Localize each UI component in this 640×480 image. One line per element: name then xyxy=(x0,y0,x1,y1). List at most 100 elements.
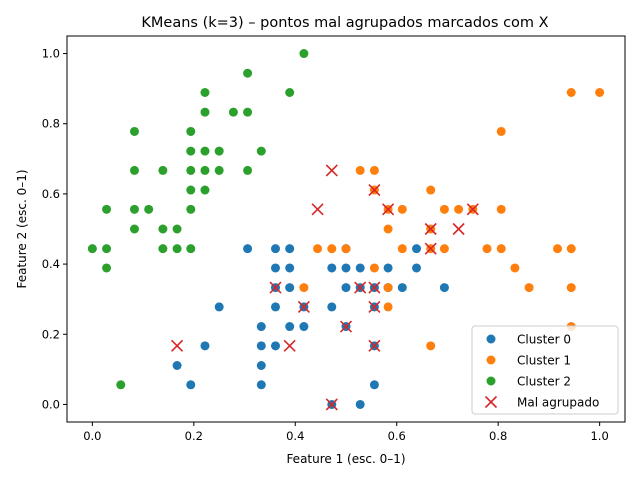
cluster-1-point xyxy=(439,204,449,214)
cluster-0-point xyxy=(270,263,280,273)
cluster-1-point xyxy=(439,244,449,254)
cluster-2-point xyxy=(186,165,196,175)
cluster-0-point xyxy=(397,283,407,293)
misclustered-point xyxy=(283,339,296,352)
cluster-2-point xyxy=(186,244,196,254)
legend-box xyxy=(471,325,619,415)
cluster-1-point xyxy=(426,341,436,351)
y-axis-label: Feature 2 (esc. 0–1) xyxy=(15,169,29,288)
misclustered-point xyxy=(325,164,338,177)
misclustered-point xyxy=(424,222,437,236)
cluster-0-point xyxy=(299,322,309,332)
cluster-1-point xyxy=(397,204,407,214)
axis-ticks: 0.0 0.2 0.4 0.6 0.8 1.0 0.0 0.2 0.4 0.6 0.8 1.0 xyxy=(42,47,609,443)
cluster-2-point xyxy=(186,146,196,156)
cluster-2-point xyxy=(299,49,309,59)
plot-area-frame xyxy=(66,35,626,423)
cluster-1-point xyxy=(482,244,492,254)
cluster-1-point xyxy=(383,283,393,293)
cluster-0-point xyxy=(327,263,337,273)
cluster-2-point xyxy=(158,244,168,254)
cluster-2-point xyxy=(158,224,168,234)
series-cluster-1 xyxy=(299,87,605,351)
series-cluster-2 xyxy=(87,49,309,390)
cluster-0-point xyxy=(200,341,210,351)
cluster-2-point xyxy=(256,146,266,156)
cluster-2-point xyxy=(200,185,210,195)
cluster-2-point xyxy=(172,244,182,254)
cluster-0-point xyxy=(256,361,266,371)
cluster-0-point xyxy=(369,380,379,390)
cluster-0-point xyxy=(214,302,224,312)
legend-label: Cluster 0 xyxy=(517,333,571,347)
cluster-0-point xyxy=(439,283,449,293)
misclustered-point xyxy=(269,281,282,294)
cluster-1-point xyxy=(369,263,379,273)
data-points xyxy=(87,49,605,411)
misclustered-point xyxy=(325,398,338,411)
cluster-0-point xyxy=(243,244,253,254)
cluster-2-point xyxy=(214,146,224,156)
cluster-2-point xyxy=(285,87,295,97)
y-tick-label: 0.6 xyxy=(42,187,60,201)
y-tick-label: 0.4 xyxy=(42,257,60,271)
cluster-0-point xyxy=(412,263,422,273)
x-tick-label: 1.0 xyxy=(590,429,608,443)
cluster-0-point xyxy=(186,380,196,390)
cluster-0-point xyxy=(383,263,393,273)
misclustered-point xyxy=(424,242,437,255)
y-tick-label: 0.8 xyxy=(42,117,60,131)
cluster-1-point xyxy=(327,244,337,254)
misclustered-point xyxy=(466,203,479,216)
cluster-2-point xyxy=(87,244,97,254)
misclustered-point xyxy=(171,339,184,352)
cluster-2-point xyxy=(243,68,253,78)
legend-label: Cluster 1 xyxy=(517,354,571,368)
cluster-1-point xyxy=(383,224,393,234)
x-tick-label: 0.0 xyxy=(83,429,101,443)
cluster-0-point xyxy=(341,283,351,293)
cluster-0-point xyxy=(355,263,365,273)
misclustered-point xyxy=(311,203,324,216)
chart-title: KMeans (k=3) – pontos mal agrupados marc… xyxy=(141,15,548,31)
cluster-1-point xyxy=(595,87,605,97)
cluster-0-point xyxy=(256,380,266,390)
cluster-1-point xyxy=(496,244,506,254)
cluster-0-point xyxy=(327,302,337,312)
series-mal-agrupado xyxy=(171,164,479,411)
legend-label: Cluster 2 xyxy=(517,375,571,389)
x-tick-label: 0.2 xyxy=(185,429,203,443)
misclustered-point xyxy=(382,203,395,216)
cluster-2-point xyxy=(172,224,182,234)
x-tick-label: 0.8 xyxy=(489,429,507,443)
cluster-0-point xyxy=(285,263,295,273)
cluster-1-point xyxy=(496,204,506,214)
cluster-2-point xyxy=(214,165,224,175)
cluster-2-point xyxy=(200,146,210,156)
misclustered-point xyxy=(368,183,381,197)
cluster-1-point xyxy=(566,283,576,293)
cluster-2-point xyxy=(243,165,253,175)
cluster-0-point xyxy=(285,244,295,254)
cluster-2-point xyxy=(102,204,112,214)
cluster-1-point xyxy=(383,302,393,312)
misclustered-point xyxy=(297,300,310,313)
misclustered-point xyxy=(368,300,381,313)
legend: Cluster 0 Cluster 1 Cluster 2 Mal agrupado xyxy=(471,325,619,415)
y-tick-label: 0.2 xyxy=(42,327,60,341)
x-axis-label: Feature 1 (esc. 0–1) xyxy=(286,452,405,466)
legend-marker xyxy=(486,376,496,386)
cluster-1-point xyxy=(299,283,309,293)
y-tick-label: 1.0 xyxy=(42,47,60,61)
cluster-1-point xyxy=(397,244,407,254)
cluster-0-point xyxy=(341,263,351,273)
cluster-2-point xyxy=(243,107,253,117)
cluster-2-point xyxy=(129,224,139,234)
misclustered-point xyxy=(354,281,367,294)
cluster-2-point xyxy=(129,204,139,214)
cluster-0-point xyxy=(285,283,295,293)
cluster-0-point xyxy=(256,341,266,351)
cluster-2-point xyxy=(200,87,210,97)
